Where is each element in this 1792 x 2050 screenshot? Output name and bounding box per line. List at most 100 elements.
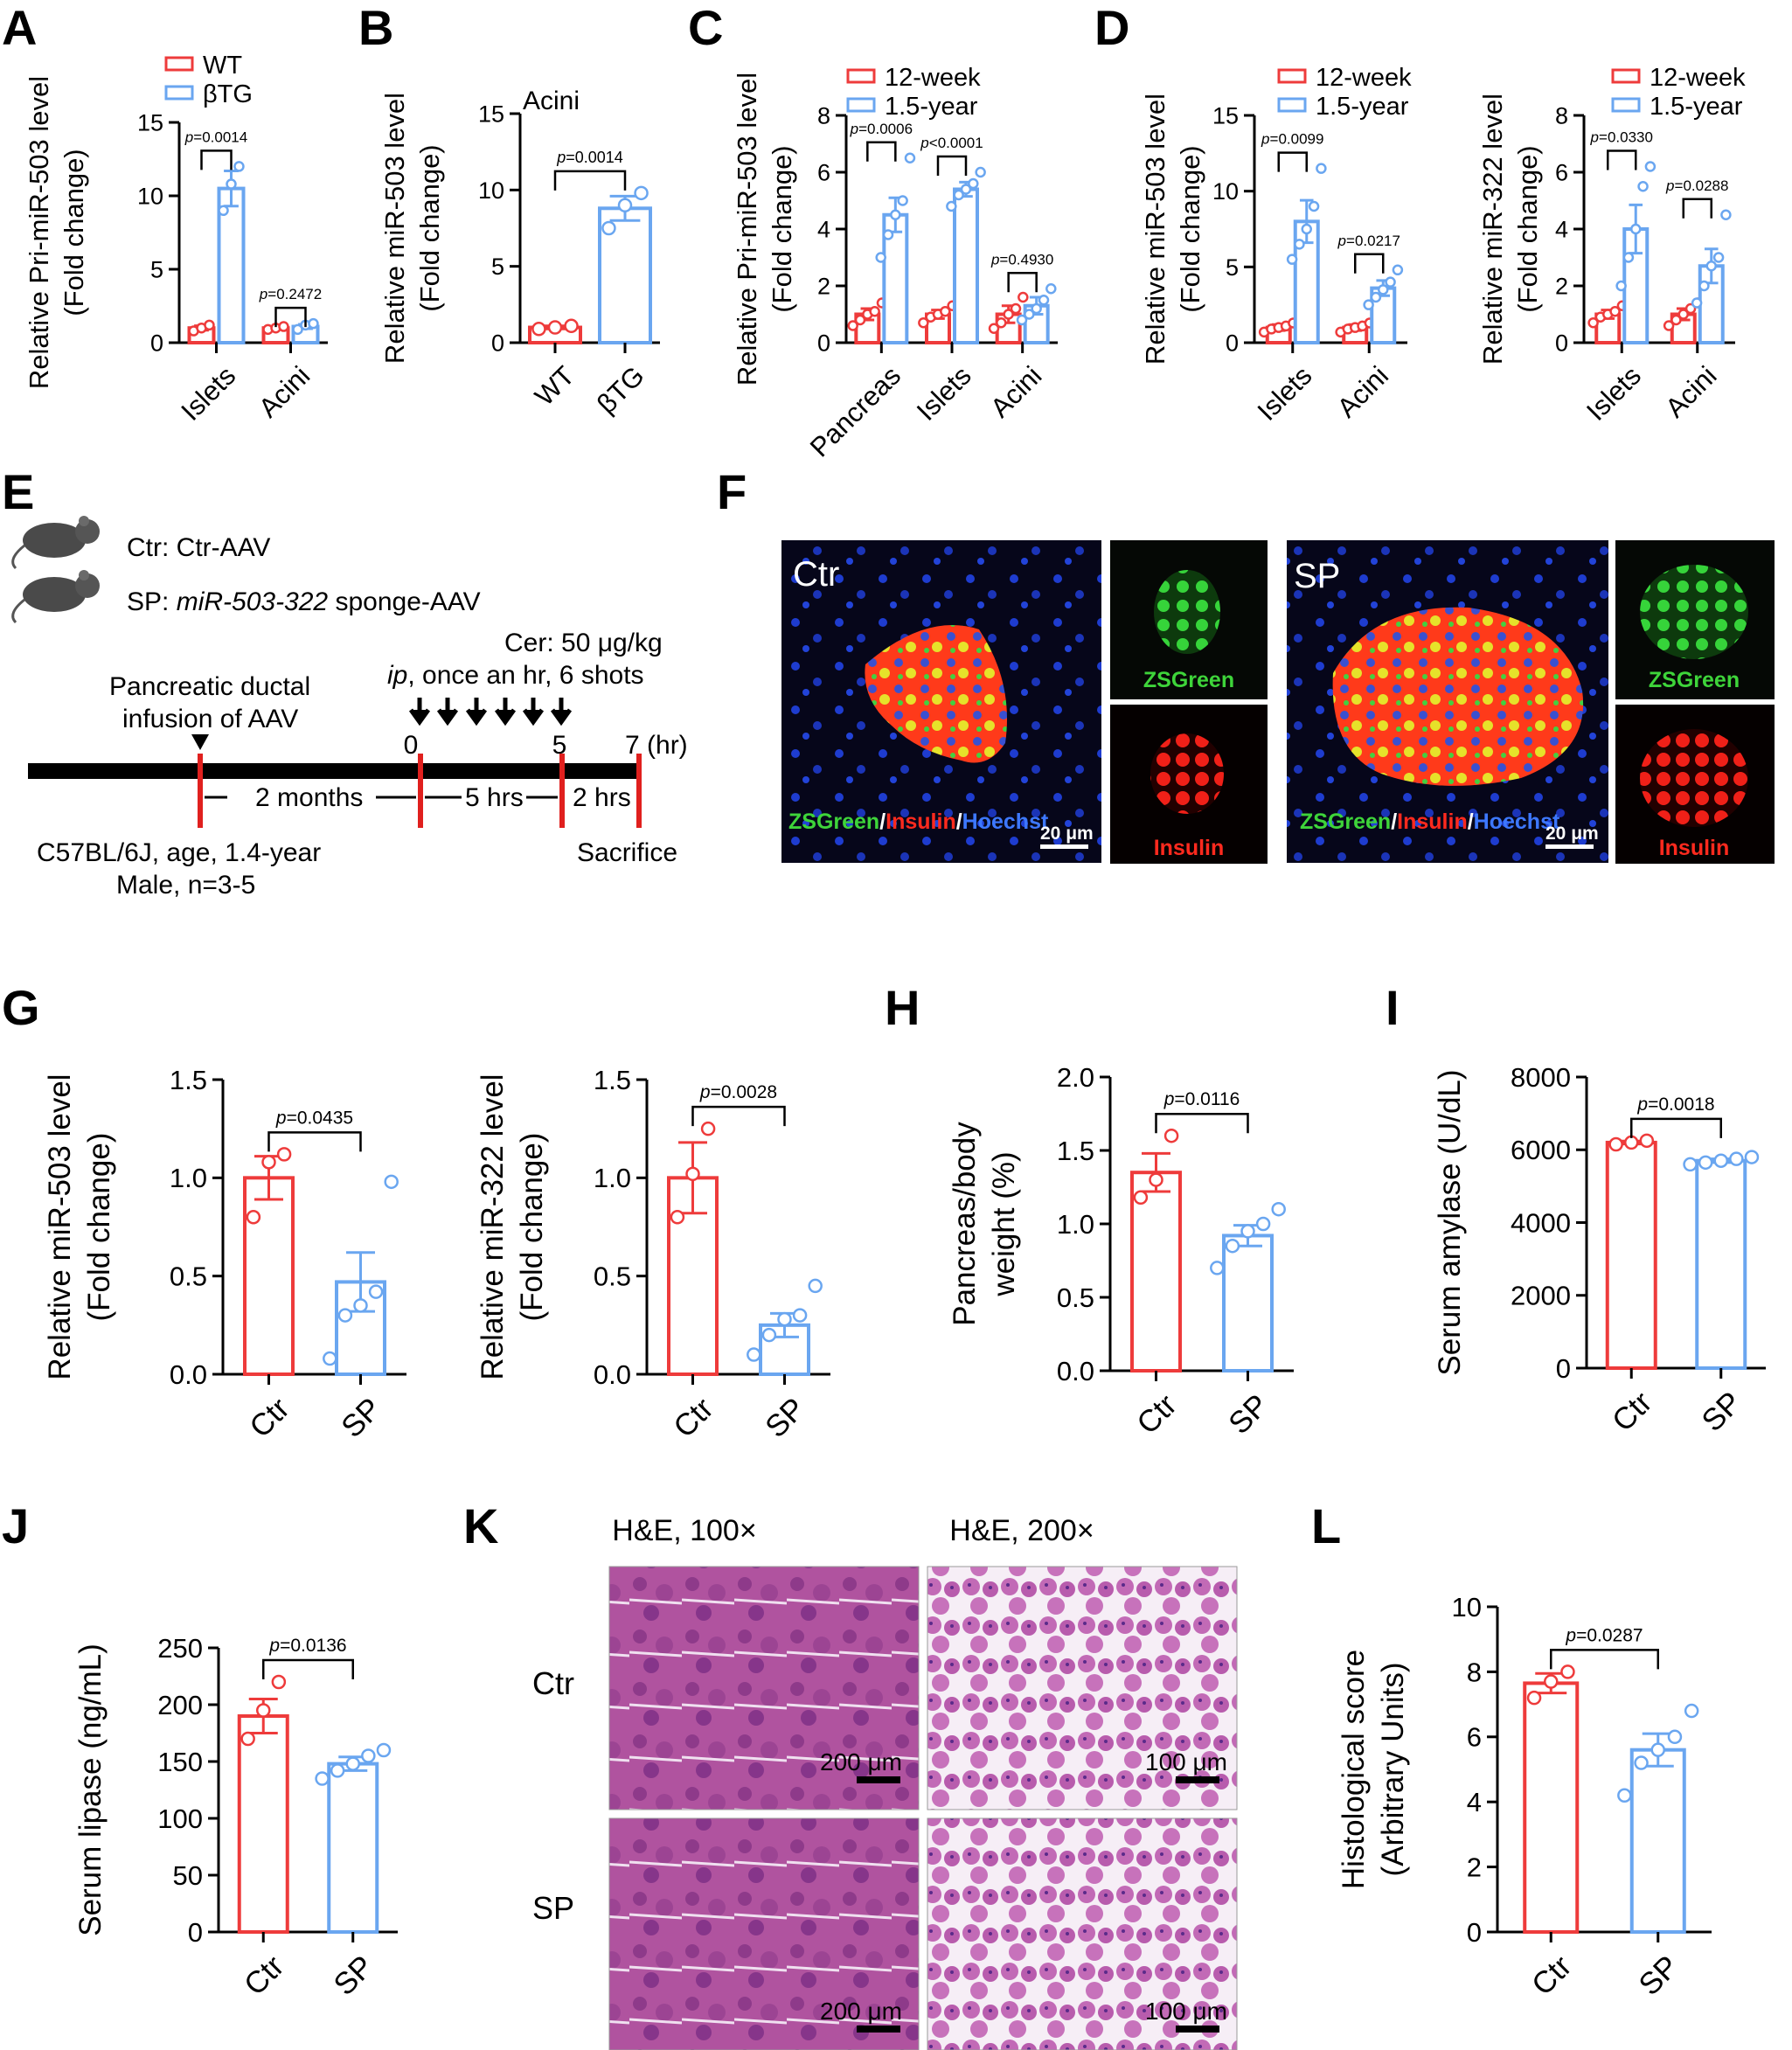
ctr-scale-label: 20 μm [1040, 823, 1094, 844]
y-tick-label: 0 [491, 330, 504, 356]
data-point [1683, 1157, 1698, 1172]
data-point [1729, 1151, 1744, 1166]
data-point [1308, 200, 1320, 212]
data-point [869, 306, 880, 317]
y-axis-label: Relative miR-503 level [43, 1074, 77, 1379]
data-point [1698, 280, 1710, 292]
y-tick-label: 15 [1212, 102, 1239, 129]
bar [1605, 1140, 1657, 1371]
y-tick-label: 250 [157, 1633, 203, 1664]
y-tick-label: 10 [1212, 178, 1239, 205]
chart-h: 0.0 0.5 1.0 1.5 2.0 Pancreas/body weight (%) Ct… [948, 1062, 1294, 1441]
data-point [1705, 261, 1717, 272]
data-point [1294, 239, 1305, 250]
k-col2-header: H&E, 200× [949, 1514, 1094, 1547]
legend-label: 12-week [885, 64, 981, 92]
significance-bracket [1682, 198, 1712, 219]
data-point [353, 1298, 368, 1313]
chart-c: 0 2 4 6 8 Relative Pri-miR-503 level (Fold cha… [732, 64, 1058, 462]
data-point [940, 306, 951, 317]
p-value-label: p=0.0287 [1565, 1625, 1643, 1645]
sp-group-label: SP: miR-503-322 sponge-AAV [127, 587, 481, 616]
p-value-label: p=0.0018 [1636, 1094, 1714, 1115]
data-point [1684, 1703, 1699, 1719]
x-tick-label: Ctr [243, 1391, 296, 1444]
timeline-marker-5 [559, 754, 565, 828]
y-axis-label: Relative miR-322 level [1477, 94, 1508, 365]
data-point [368, 1284, 384, 1299]
legend-swatch [164, 85, 194, 101]
x-tick-label: Acini [253, 360, 316, 423]
k-row1-label: Ctr [532, 1665, 574, 1701]
ctr-zsgreen-label: ZSGreen [1143, 668, 1234, 692]
data-point [875, 252, 886, 263]
y-tick-label: 0 [817, 330, 830, 356]
ctr-100x-scale-bar [857, 1776, 900, 1783]
data-point [278, 321, 289, 332]
y-tick-label: 150 [157, 1747, 203, 1777]
data-point [1637, 181, 1649, 192]
legend-label: 12-week [1316, 64, 1412, 92]
y-tick-label: 6 [1555, 159, 1568, 185]
injection-arrows [408, 698, 573, 726]
y-axis-label: (Fold change) [1175, 145, 1205, 312]
data-point [1630, 223, 1642, 235]
y-tick-label: 0 [150, 330, 163, 356]
y-tick-label: 6 [817, 159, 830, 185]
y-axis-label: Relative miR-503 level [1140, 94, 1170, 365]
y-tick-label: 1.5 [594, 1065, 631, 1095]
data-point [1667, 1729, 1683, 1745]
x-tick-label: Acini [1331, 360, 1394, 423]
y-tick-label: 2 [1555, 273, 1568, 299]
ctr-he-100x-image [608, 1566, 920, 1810]
data-point [323, 1351, 337, 1366]
significance-bracket [1155, 1112, 1249, 1134]
x-tick-label: Ctr [1525, 1949, 1579, 2002]
p-value-label: p<0.0001 [920, 135, 983, 151]
y-axis-label: weight (%) [987, 1151, 1021, 1296]
chart-d1: 0 5 10 15 Relative miR-503 level (Fold change… [1140, 64, 1412, 427]
infusion-label-2: infusion of AAV [122, 705, 298, 733]
sp-he-200x-image [927, 1817, 1238, 2050]
data-point [218, 205, 229, 217]
data-point [1392, 264, 1404, 276]
p-value-label: p=0.0116 [1163, 1089, 1240, 1109]
legend-label: 1.5-year [1650, 93, 1743, 121]
y-tick-label: 0 [1467, 1917, 1482, 1948]
interval-2-months: 2 months [255, 783, 363, 812]
significance-bracket [936, 155, 968, 176]
panel-label-l: L [1311, 1498, 1342, 1553]
data-point [361, 1748, 376, 1763]
data-point [808, 1278, 823, 1294]
data-point [988, 323, 1000, 334]
y-tick-label: 50 [173, 1860, 203, 1891]
legend-swatch [1611, 97, 1641, 113]
bar [327, 1762, 379, 1934]
interval-2-hrs: 2 hrs [573, 783, 631, 812]
sp-100x-scale-bar [857, 2026, 900, 2033]
data-point [1286, 254, 1298, 265]
data-point [1385, 276, 1396, 288]
y-tick-label: 0.5 [594, 1261, 631, 1292]
x-tick-label: Islets [911, 360, 977, 427]
significance-bracket [274, 306, 307, 328]
data-point [1713, 1153, 1728, 1168]
legend-swatch [1277, 97, 1307, 113]
chart-j: 0 50 100 150 200 250 Serum lipase (ng/mL) Ctr SP… [73, 1633, 398, 2002]
y-tick-label: 2.0 [1057, 1062, 1094, 1093]
x-tick-label: WT [529, 360, 580, 412]
data-point [890, 209, 901, 220]
chart-g2: 0.0 0.5 1.0 1.5 Relative miR-322 level (Fold … [476, 1065, 830, 1444]
data-point [226, 178, 237, 190]
y-tick-label: 1.5 [170, 1065, 207, 1095]
data-point [1163, 1128, 1179, 1143]
y-tick-label: 8 [1467, 1657, 1482, 1687]
data-point [1210, 1261, 1225, 1275]
strain-label: C57BL/6J, age, 1.4-year [37, 838, 321, 867]
infusion-label-1: Pancreatic ductal [109, 672, 310, 701]
ctr-group-label: Ctr: Ctr-AAV [127, 533, 270, 562]
data-point [337, 1308, 353, 1323]
data-point [685, 1166, 700, 1182]
tick-5: 5 [552, 731, 567, 760]
legend-label: 12-week [1650, 64, 1746, 92]
